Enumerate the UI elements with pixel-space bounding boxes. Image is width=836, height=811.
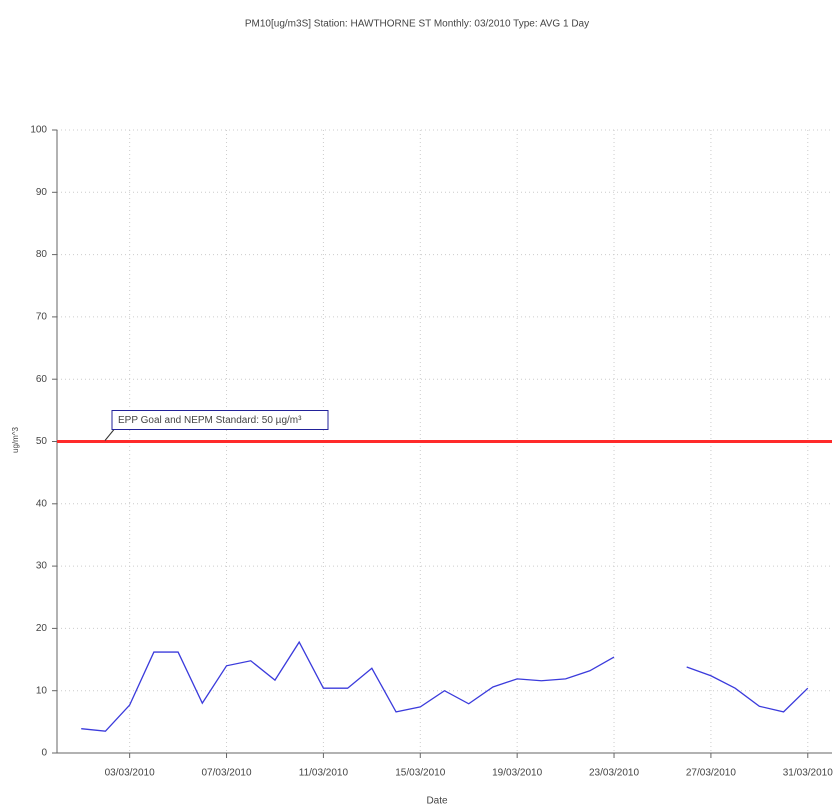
annotation: EPP Goal and NEPM Standard: 50 µg/m³	[118, 415, 302, 426]
x-tick-label: 27/03/2010	[686, 768, 736, 779]
y-tick-label: 80	[36, 249, 48, 260]
x-tick-label: 19/03/2010	[492, 768, 542, 779]
y-tick-label: 90	[36, 187, 48, 198]
y-tick-label: 70	[36, 312, 48, 323]
y-tick-label: 100	[30, 125, 47, 136]
chart-title: PM10[ug/m3S] Station: HAWTHORNE ST Month…	[245, 19, 589, 30]
x-tick-label: 11/03/2010	[299, 768, 349, 779]
y-axis-label: ug/m^3	[11, 426, 20, 453]
y-tick-label: 20	[36, 623, 48, 634]
y-tick-label: 40	[36, 498, 48, 509]
x-tick-label: 07/03/2010	[202, 768, 252, 779]
y-tick-label: 60	[36, 374, 48, 385]
x-axis-label: Date	[426, 796, 448, 807]
y-tick-label: 30	[36, 561, 48, 572]
annotation-leader	[104, 429, 115, 441]
x-tick-label: 15/03/2010	[395, 768, 445, 779]
y-tick-label: 0	[41, 748, 47, 759]
annotation-box	[111, 410, 329, 430]
y-tick-label: 50	[36, 436, 48, 447]
data-line	[686, 666, 809, 713]
x-tick-label: 03/03/2010	[105, 768, 155, 779]
x-tick-label: 31/03/2010	[783, 768, 833, 779]
y-tick-label: 10	[36, 685, 48, 696]
x-tick-label: 23/03/2010	[589, 768, 639, 779]
data-line	[81, 640, 615, 732]
